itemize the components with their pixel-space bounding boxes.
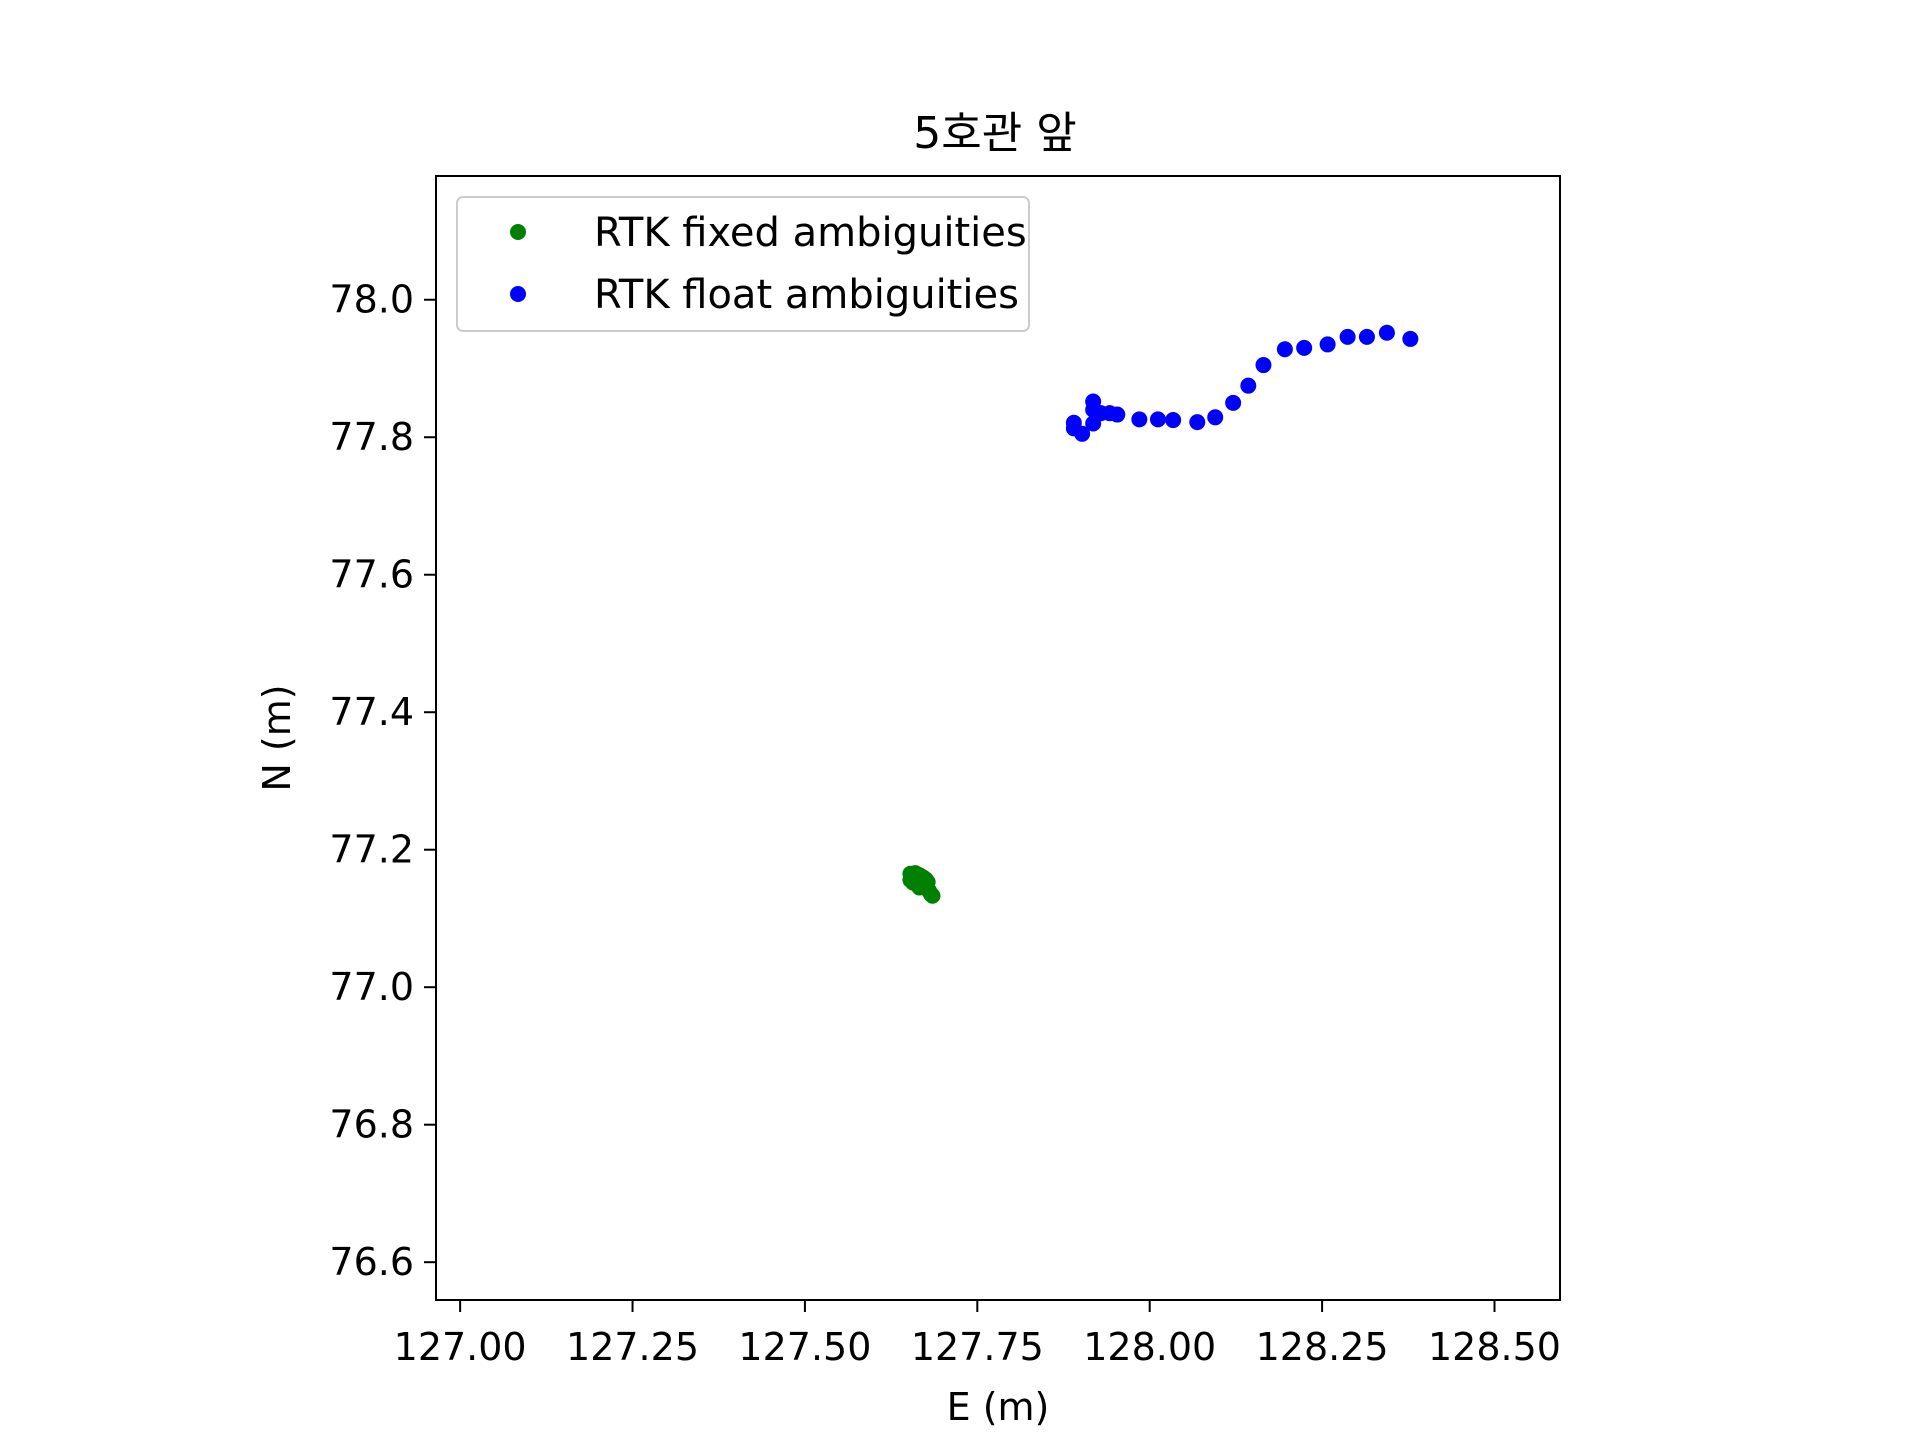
y-tick-label: 77.0 (329, 965, 414, 1009)
plot-frame (435, 175, 1561, 1301)
float-point (1109, 406, 1126, 423)
float-point (1255, 357, 1272, 374)
float-point (1225, 394, 1242, 411)
y-tick-label: 78.0 (329, 278, 414, 322)
y-tick-label: 77.2 (329, 828, 414, 872)
y-tick-label: 77.6 (329, 553, 414, 597)
x-tick-label: 127.00 (394, 1325, 527, 1369)
float-point (1339, 328, 1356, 345)
data-points (902, 324, 1419, 904)
y-tick-label: 76.6 (329, 1240, 414, 1284)
legend-frame (456, 196, 1030, 332)
legend-label-float: RTK float ambiguities (594, 272, 1019, 318)
y-tick-label: 76.8 (329, 1103, 414, 1147)
legend-marker-fixed (510, 224, 526, 240)
float-point (1276, 341, 1293, 358)
float-point (1296, 339, 1313, 356)
float-point (1240, 377, 1257, 394)
x-tick-label: 127.50 (738, 1325, 871, 1369)
float-point (1165, 412, 1182, 429)
float-point (1378, 324, 1395, 341)
chart-title: 5호관 앞 (913, 108, 1076, 159)
x-tick-label: 128.00 (1083, 1325, 1216, 1369)
float-point (1319, 336, 1336, 353)
float-point (1149, 411, 1166, 428)
legend-marker-float (510, 286, 526, 302)
legend-label-fixed: RTK fixed ambiguities (594, 210, 1027, 256)
x-tick-label: 128.25 (1256, 1325, 1389, 1369)
y-axis: 76.6 76.8 77.0 77.2 77.4 77.6 77.8 78.0 (329, 278, 436, 1284)
legend: RTK fixed ambiguities RTK float ambiguit… (456, 196, 1030, 332)
float-point (1402, 330, 1419, 347)
float-point (1189, 414, 1206, 431)
float-point (1074, 425, 1091, 442)
float-point (1358, 328, 1375, 345)
x-tick-label: 128.50 (1428, 1325, 1561, 1369)
y-tick-label: 77.4 (329, 690, 414, 734)
x-tick-label: 127.75 (911, 1325, 1044, 1369)
fixed-point (924, 887, 941, 904)
float-point (1131, 411, 1148, 428)
float-point (1207, 409, 1224, 426)
x-axis-label: E (m) (947, 1385, 1050, 1429)
y-tick-label: 77.8 (329, 415, 414, 459)
x-axis: 127.00 127.25 127.50 127.75 128.00 128.25 128.… (394, 1300, 1561, 1369)
x-tick-label: 127.25 (566, 1325, 699, 1369)
y-axis-label: N (m) (255, 684, 299, 791)
